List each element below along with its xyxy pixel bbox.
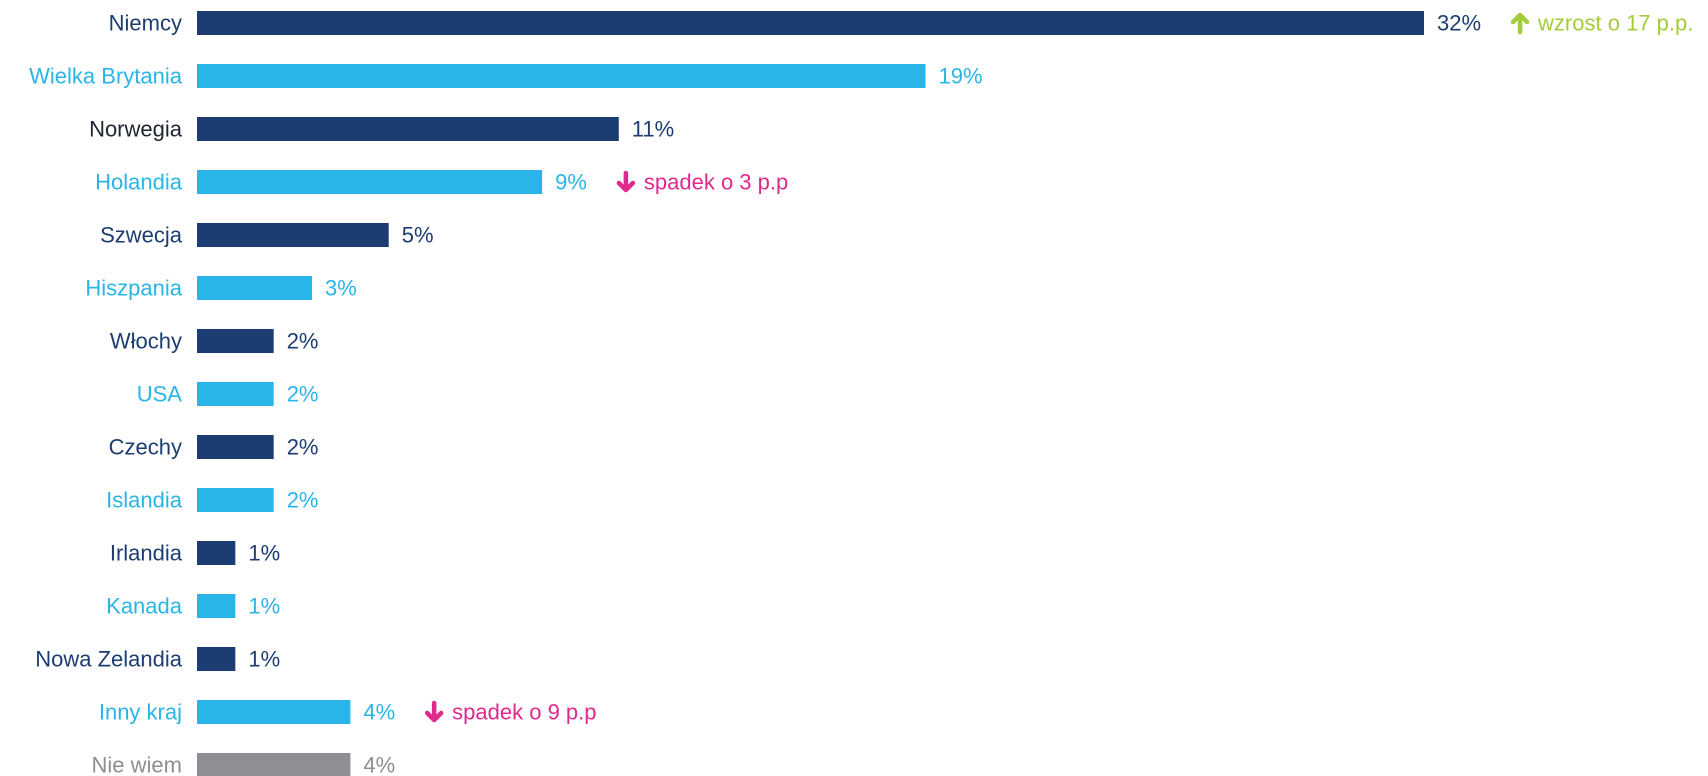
bar-row-wlochy: Włochy 2% <box>110 329 319 354</box>
bar-row-szwecja: Szwecja 5% <box>100 223 433 248</box>
bar-row-usa: USA 2% <box>137 382 319 407</box>
category-label-irlandia: Irlandia <box>110 541 183 566</box>
category-label-holandia: Holandia <box>95 170 183 195</box>
bar-usa <box>197 382 274 406</box>
category-label-wielka-brytania: Wielka Brytania <box>29 64 183 89</box>
value-label-czechy: 2% <box>287 435 319 460</box>
bar-row-irlandia: Irlandia 1% <box>110 541 280 566</box>
category-label-wlochy: Włochy <box>110 329 182 354</box>
bar-islandia <box>197 488 274 512</box>
bar-szwecja <box>197 223 389 247</box>
annotation-holandia: spadek o 3 p.p <box>616 170 788 195</box>
bar-row-czechy: Czechy 2% <box>109 435 319 460</box>
bar-nie-wiem <box>197 753 351 776</box>
category-label-niemcy: Niemcy <box>109 11 182 36</box>
value-label-nie-wiem: 4% <box>363 753 395 776</box>
value-label-usa: 2% <box>287 382 319 407</box>
bar-inny-kraj <box>197 700 351 724</box>
value-label-islandia: 2% <box>287 488 319 513</box>
bar-kanada <box>197 594 236 618</box>
bar-hiszpania <box>197 276 313 300</box>
bar-row-nie-wiem: Nie wiem 4% <box>92 753 395 776</box>
chart-rows: Niemcy 32% Wielka Brytania 19% Norwegia 11% Ho… <box>29 11 1481 776</box>
value-label-wlochy: 2% <box>287 329 319 354</box>
bar-norwegia <box>197 117 619 141</box>
category-label-szwecja: Szwecja <box>100 223 183 248</box>
arrow-up-icon <box>1510 12 1530 35</box>
value-label-inny-kraj: 4% <box>363 700 395 725</box>
category-label-inny-kraj: Inny kraj <box>99 700 182 725</box>
value-label-szwecja: 5% <box>402 223 434 248</box>
value-label-hiszpania: 3% <box>325 276 357 301</box>
bar-row-holandia: Holandia 9% <box>95 170 587 195</box>
annotation-inny-kraj: spadek o 9 p.p <box>424 700 597 725</box>
bar-row-nowa-zelandia: Nowa Zelandia 1% <box>35 647 280 672</box>
bar-row-islandia: Islandia 2% <box>106 488 318 513</box>
category-label-norwegia: Norwegia <box>89 117 183 142</box>
bar-wielka-brytania <box>197 64 926 88</box>
category-label-czechy: Czechy <box>109 435 182 460</box>
chart-annotations: wzrost o 17 p.p. spadek o 3 p.p spadek o 9… <box>424 11 1693 725</box>
annotation-niemcy: wzrost o 17 p.p. <box>1510 11 1693 36</box>
annotation-text-inny-kraj: spadek o 9 p.p <box>452 700 596 725</box>
bar-row-kanada: Kanada 1% <box>106 594 280 619</box>
value-label-wielka-brytania: 19% <box>939 64 983 89</box>
value-label-nowa-zelandia: 1% <box>248 647 280 672</box>
bar-wlochy <box>197 329 274 353</box>
bar-row-inny-kraj: Inny kraj 4% <box>99 700 395 725</box>
bar-holandia <box>197 170 543 194</box>
value-label-irlandia: 1% <box>248 541 280 566</box>
bar-irlandia <box>197 541 236 565</box>
category-label-nowa-zelandia: Nowa Zelandia <box>35 647 183 672</box>
bar-row-niemcy: Niemcy 32% <box>109 11 1481 36</box>
category-label-islandia: Islandia <box>106 488 183 513</box>
bar-row-norwegia: Norwegia 11% <box>89 117 674 142</box>
value-label-niemcy: 32% <box>1437 11 1481 36</box>
arrow-down-icon <box>616 170 636 193</box>
annotation-text-niemcy: wzrost o 17 p.p. <box>1537 11 1693 36</box>
bar-row-hiszpania: Hiszpania 3% <box>85 276 356 301</box>
bar-niemcy <box>197 11 1424 35</box>
category-label-nie-wiem: Nie wiem <box>92 753 182 776</box>
bar-czechy <box>197 435 274 459</box>
arrow-down-icon <box>424 700 444 723</box>
annotation-text-holandia: spadek o 3 p.p <box>644 170 788 195</box>
value-label-norwegia: 11% <box>632 117 674 142</box>
category-label-hiszpania: Hiszpania <box>85 276 182 301</box>
category-label-kanada: Kanada <box>106 594 183 619</box>
bar-nowa-zelandia <box>197 647 236 671</box>
category-label-usa: USA <box>137 382 183 407</box>
value-label-holandia: 9% <box>555 170 587 195</box>
value-label-kanada: 1% <box>248 594 280 619</box>
bar-row-wielka-brytania: Wielka Brytania 19% <box>29 64 982 89</box>
